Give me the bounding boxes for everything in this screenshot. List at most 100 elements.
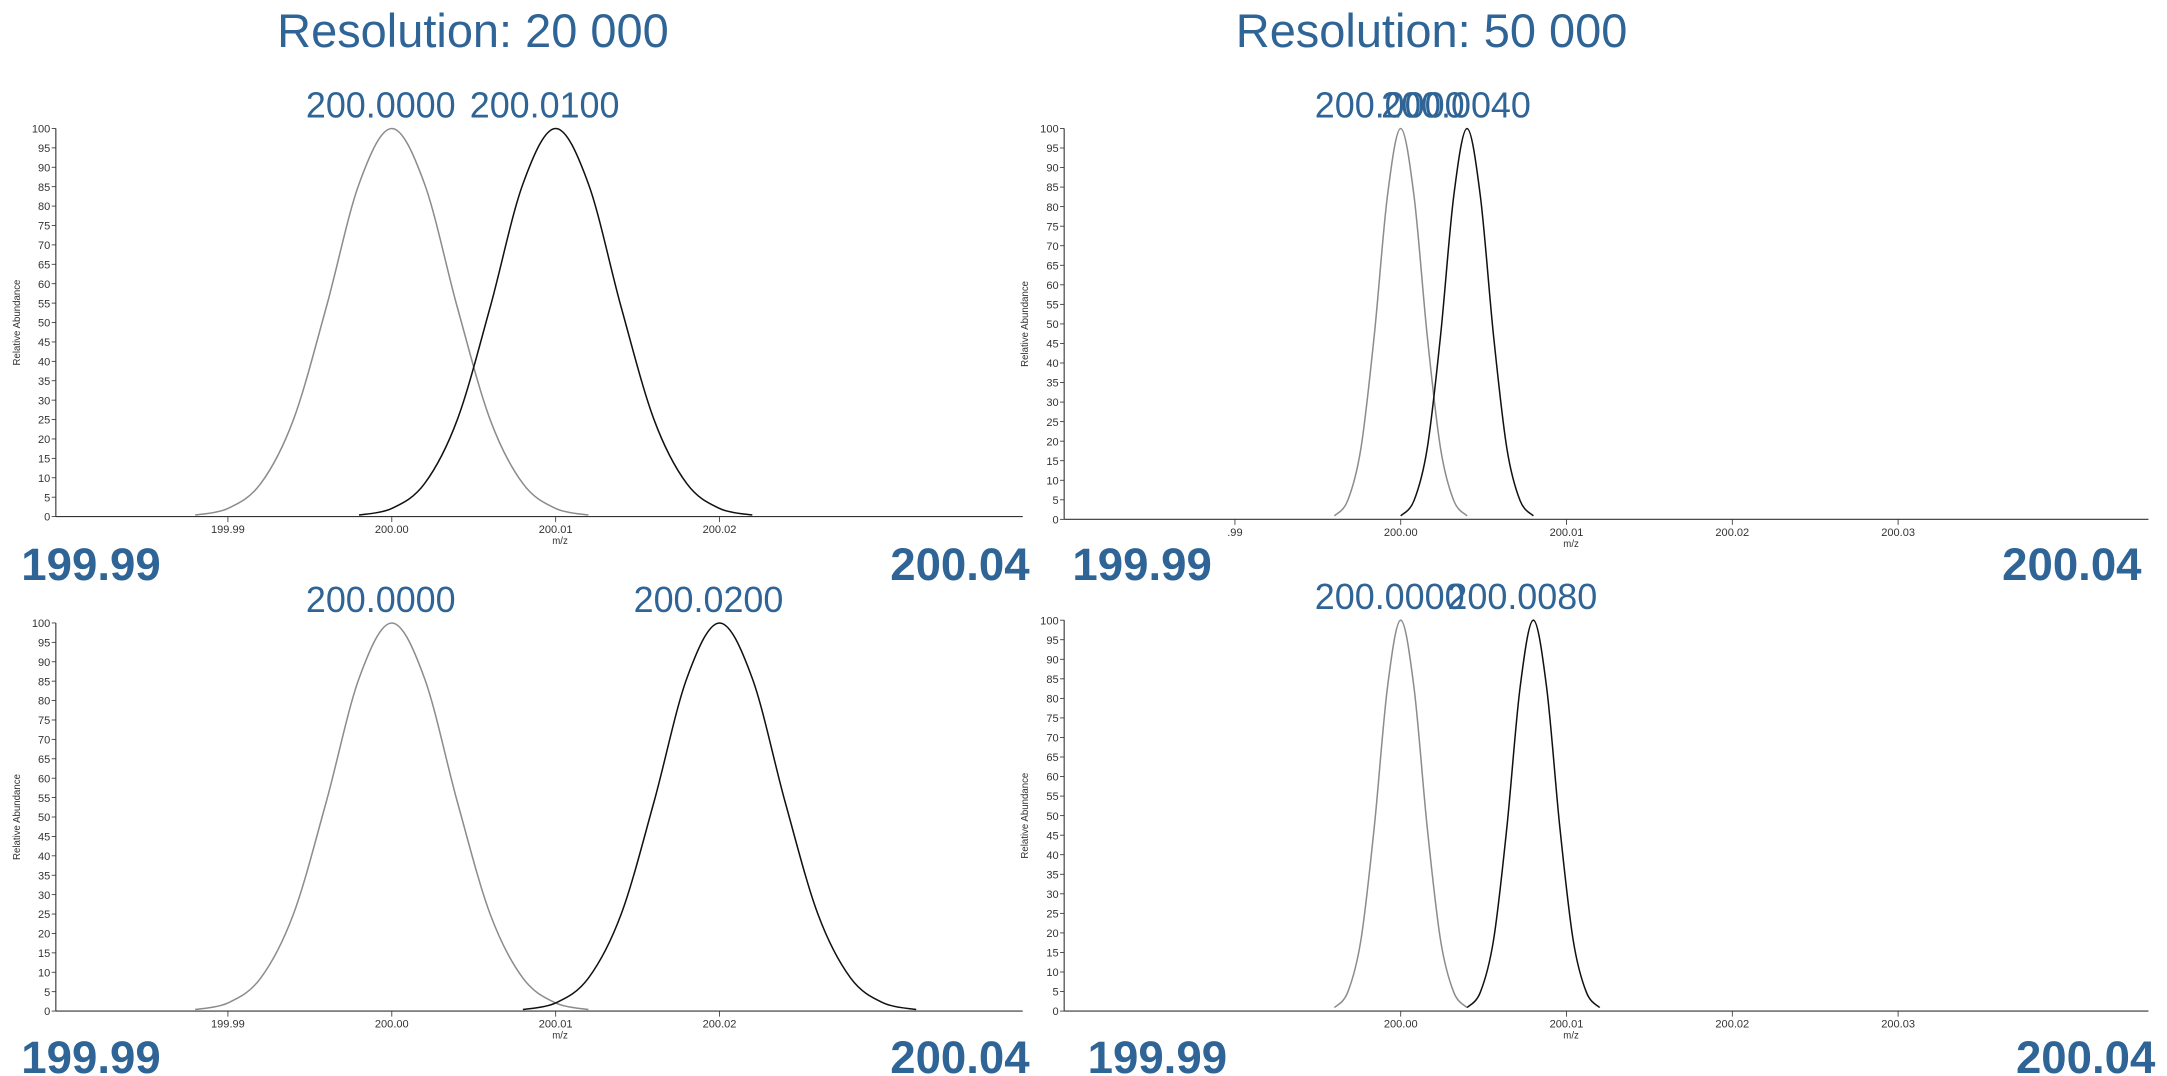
x-tick-label: 200.00 <box>1384 1019 1418 1031</box>
y-axis-title: Relative Abundance <box>12 280 23 366</box>
y-tick-label: 65 <box>38 259 50 271</box>
range-end-label: 200.04 <box>890 539 1030 590</box>
peak-curve <box>358 127 753 516</box>
x-tick-label: 200.02 <box>1715 527 1749 539</box>
x-tick-label: 200.03 <box>1881 1019 1915 1031</box>
y-tick-label: 25 <box>38 415 50 427</box>
y-tick-label: 45 <box>1046 339 1058 351</box>
y-tick-label: 25 <box>38 909 50 921</box>
y-tick-label: 70 <box>1046 733 1058 745</box>
range-end-label: 200.04 <box>2016 1032 2156 1076</box>
peak-curve <box>1333 127 1468 517</box>
y-tick-label: 95 <box>1046 635 1058 647</box>
y-tick-label: 85 <box>1046 674 1058 686</box>
y-axis-title: Relative Abundance <box>1020 773 1031 859</box>
y-tick-label: 45 <box>38 832 50 844</box>
y-tick-label: 20 <box>1046 928 1058 940</box>
y-tick-label: 90 <box>1046 654 1058 666</box>
x-tick-label: 200.01 <box>539 524 573 536</box>
y-tick-label: 0 <box>44 1006 50 1018</box>
y-tick-label: 80 <box>1046 202 1058 214</box>
y-tick-label: 60 <box>1046 280 1058 292</box>
y-tick-label: 45 <box>38 337 50 349</box>
x-tick-label: 199.99 <box>211 1019 245 1031</box>
y-tick-label: 30 <box>1046 889 1058 901</box>
y-tick-label: 65 <box>38 754 50 766</box>
peak-curve <box>194 127 589 516</box>
range-start-label: 199.99 <box>21 539 160 590</box>
y-tick-label: 100 <box>1040 124 1058 136</box>
y-tick-label: 10 <box>1046 475 1058 487</box>
y-tick-label: 95 <box>38 637 50 649</box>
peak-curve <box>1333 619 1468 1009</box>
y-axis-title: Relative Abundance <box>12 774 23 860</box>
panel: 0 5 10 15 20 25 30 35 40 45 50 55 60 65 70 75 80 85 90 95 10… <box>1020 4 2149 590</box>
column-title: Resolution: 20 000 <box>277 4 669 57</box>
range-start-label: 199.99 <box>1072 539 1211 590</box>
peak-label: 200.0000 <box>1315 84 1465 125</box>
y-tick-label: 5 <box>1052 987 1058 999</box>
y-tick-label: 5 <box>44 987 50 999</box>
peak-label: 200.0000 <box>306 84 456 125</box>
range-end-label: 200.04 <box>2002 539 2142 590</box>
y-tick-label: 45 <box>1046 830 1058 842</box>
y-tick-label: 85 <box>38 676 50 688</box>
peak-label: 200.0080 <box>1447 576 1597 617</box>
y-tick-label: 55 <box>1046 791 1058 803</box>
x-axis-title: m/z <box>1563 1031 1579 1042</box>
y-tick-label: 65 <box>1046 752 1058 764</box>
y-tick-label: 60 <box>38 773 50 785</box>
y-tick-label: 75 <box>1046 713 1058 725</box>
y-tick-label: 55 <box>38 298 50 310</box>
x-tick-label: 200.03 <box>1881 527 1915 539</box>
y-tick-label: 75 <box>38 221 50 233</box>
y-tick-label: 50 <box>38 812 50 824</box>
x-axis-title: m/z <box>1563 539 1579 550</box>
y-tick-label: 15 <box>38 454 50 466</box>
y-tick-label: 55 <box>38 793 50 805</box>
y-tick-label: 15 <box>38 948 50 960</box>
y-tick-label: 40 <box>1046 358 1058 370</box>
y-tick-label: 0 <box>44 512 50 524</box>
y-tick-label: 50 <box>1046 319 1058 331</box>
y-tick-label: 80 <box>1046 694 1058 706</box>
y-tick-label: 35 <box>1046 378 1058 390</box>
y-axis-title: Relative Abundance <box>1020 281 1031 367</box>
x-tick-label: 200.00 <box>375 1019 409 1031</box>
y-tick-label: 85 <box>38 182 50 194</box>
peak-curve <box>1466 619 1601 1009</box>
panel: 0 5 10 15 20 25 30 35 40 45 50 55 60 65 70 75 80 85 90 95 10… <box>12 4 1030 590</box>
peak-label: 200.0100 <box>470 84 620 125</box>
y-tick-label: 75 <box>1046 221 1058 233</box>
peak-label: 200.0000 <box>1315 576 1465 617</box>
y-tick-label: 5 <box>44 492 50 504</box>
y-tick-label: 90 <box>1046 163 1058 175</box>
y-tick-label: 35 <box>38 870 50 882</box>
y-tick-label: 20 <box>38 929 50 941</box>
y-tick-label: 85 <box>1046 182 1058 194</box>
y-tick-label: 90 <box>38 162 50 174</box>
y-tick-label: 70 <box>1046 241 1058 253</box>
y-tick-label: 50 <box>1046 811 1058 823</box>
y-tick-label: 75 <box>38 715 50 727</box>
y-tick-label: 40 <box>38 356 50 368</box>
y-tick-label: 40 <box>1046 850 1058 862</box>
y-tick-label: 95 <box>38 143 50 155</box>
x-tick-label: 200.02 <box>703 1019 737 1031</box>
y-tick-label: 25 <box>1046 909 1058 921</box>
y-tick-label: 100 <box>32 124 50 136</box>
x-axis-title: m/z <box>552 1031 568 1042</box>
y-tick-label: 5 <box>1052 495 1058 507</box>
y-tick-label: 70 <box>38 240 50 252</box>
y-tick-label: 90 <box>38 657 50 669</box>
x-tick-label: .99 <box>1227 527 1242 539</box>
y-tick-label: 10 <box>38 473 50 485</box>
y-tick-label: 55 <box>1046 300 1058 312</box>
peak-label: 200.0000 <box>306 579 456 620</box>
y-tick-label: 15 <box>1046 948 1058 960</box>
y-tick-label: 0 <box>1052 514 1058 526</box>
x-tick-label: 200.00 <box>1384 527 1418 539</box>
y-tick-label: 20 <box>1046 436 1058 448</box>
